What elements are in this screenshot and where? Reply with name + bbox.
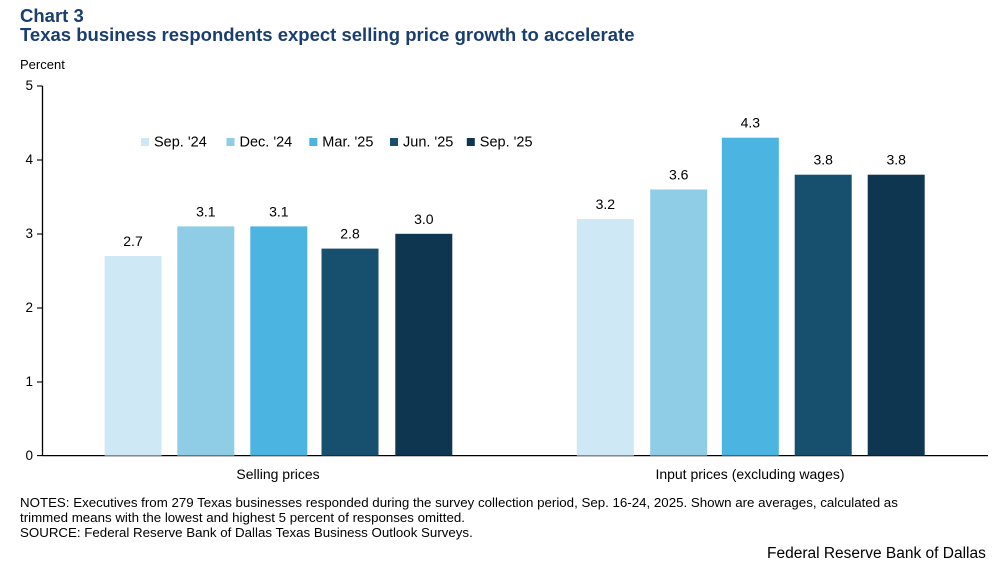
svg-text:4: 4 [25,152,33,167]
svg-text:Jun. '25: Jun. '25 [403,135,453,151]
svg-text:3.0: 3.0 [414,211,434,227]
svg-text:4.3: 4.3 [741,115,761,131]
svg-text:3.6: 3.6 [669,167,689,183]
svg-text:Mar. '25: Mar. '25 [322,135,373,151]
svg-text:1: 1 [25,374,33,389]
svg-text:Input prices (excluding wages): Input prices (excluding wages) [655,466,844,482]
svg-text:Dec. '24: Dec. '24 [240,135,293,151]
svg-text:3: 3 [25,226,33,241]
svg-text:2.8: 2.8 [340,226,360,242]
svg-text:3.1: 3.1 [269,204,289,220]
svg-text:Selling prices: Selling prices [236,466,319,482]
svg-text:3.8: 3.8 [886,152,906,168]
svg-text:3.8: 3.8 [813,152,833,168]
svg-text:2: 2 [25,300,33,315]
svg-text:Sep. '25: Sep. '25 [480,135,533,151]
svg-text:3.2: 3.2 [596,196,616,212]
svg-text:0: 0 [25,448,33,463]
svg-text:3.1: 3.1 [196,204,216,220]
svg-text:2.7: 2.7 [123,233,143,249]
svg-text:Sep. '24: Sep. '24 [154,135,207,151]
svg-text:5: 5 [25,78,33,93]
